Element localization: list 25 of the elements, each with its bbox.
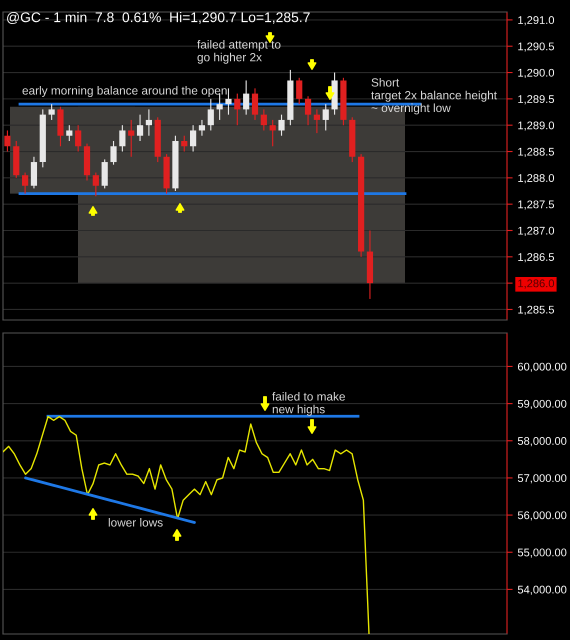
y-tick-label: 1,285.5: [518, 306, 554, 315]
y-tick-label: 56,000.00: [518, 511, 566, 521]
y-tick-label: 1,288.5: [518, 148, 554, 157]
y-tick-label: 1,286.5: [518, 253, 554, 262]
annotation: failed attempt to go higher 2x: [197, 40, 281, 64]
y-tick-label: 1,290.5: [518, 42, 554, 52]
chart-title: @GC - 1 min 7.8 0.61% Hi=1,290.7 Lo=1,285.7: [7, 12, 310, 24]
y-tick-label: 54,000.00: [518, 586, 566, 595]
annotation: lower lows: [108, 518, 163, 527]
y-tick-label: 1,287.5: [518, 200, 554, 210]
annotation: early morning balance around the open: [22, 86, 227, 98]
y-tick-label: 1,286.0: [518, 279, 554, 289]
y-tick-label: 1,287.0: [518, 226, 554, 236]
annotation: failed to make new highs: [272, 392, 345, 416]
y-tick-label: 58,000.00: [518, 437, 566, 446]
y-tick-label: 60,000.00: [518, 362, 566, 372]
y-tick-label: 1,289.5: [518, 95, 554, 104]
y-tick-label: 1,290.0: [518, 68, 554, 78]
y-tick-label: 1,291.0: [518, 16, 554, 26]
annotation: Short target 2x balance height ~ overnight low: [371, 78, 497, 114]
y-tick-label: 1,288.0: [518, 174, 554, 184]
y-tick-label: 1,289.0: [518, 121, 554, 131]
y-tick-label: 59,000.00: [518, 400, 566, 410]
y-tick-label: 55,000.00: [518, 548, 566, 558]
y-tick-label: 57,000.00: [518, 474, 566, 484]
